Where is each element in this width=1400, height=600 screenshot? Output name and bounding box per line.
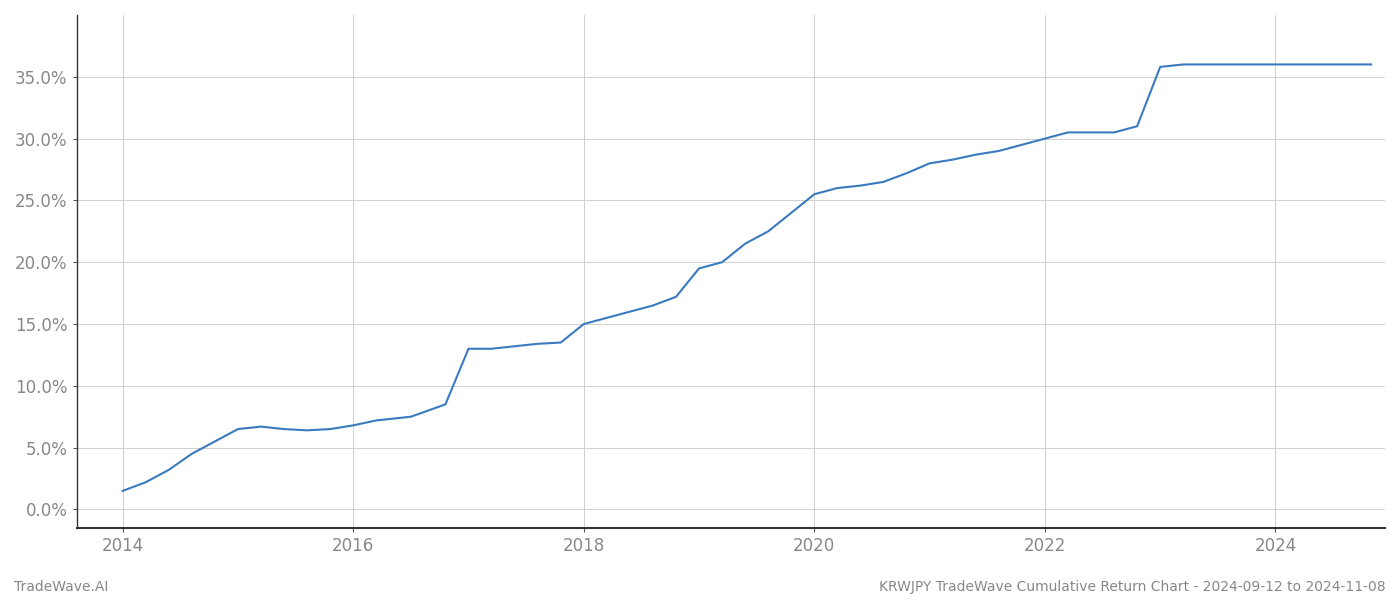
Text: TradeWave.AI: TradeWave.AI [14, 580, 108, 594]
Text: KRWJPY TradeWave Cumulative Return Chart - 2024-09-12 to 2024-11-08: KRWJPY TradeWave Cumulative Return Chart… [879, 580, 1386, 594]
